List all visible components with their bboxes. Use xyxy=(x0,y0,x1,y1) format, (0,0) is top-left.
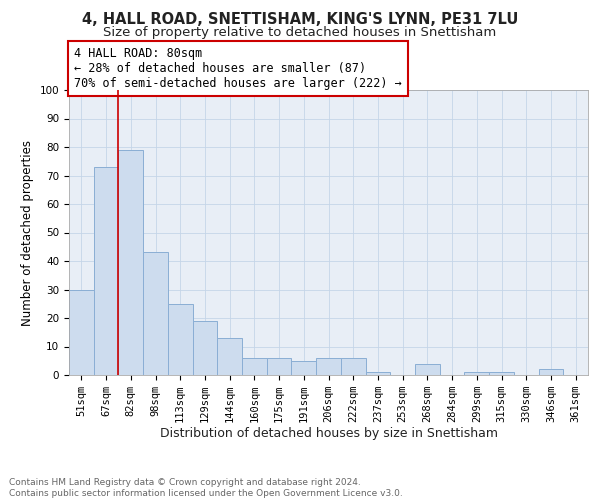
Bar xyxy=(539,370,563,375)
Bar xyxy=(217,338,242,375)
Bar xyxy=(242,358,267,375)
Bar xyxy=(365,372,390,375)
Bar xyxy=(292,361,316,375)
Bar xyxy=(118,150,143,375)
Text: Contains HM Land Registry data © Crown copyright and database right 2024.
Contai: Contains HM Land Registry data © Crown c… xyxy=(9,478,403,498)
Bar xyxy=(168,304,193,375)
Text: 4, HALL ROAD, SNETTISHAM, KING'S LYNN, PE31 7LU: 4, HALL ROAD, SNETTISHAM, KING'S LYNN, P… xyxy=(82,12,518,28)
Bar xyxy=(489,372,514,375)
Bar xyxy=(267,358,292,375)
Bar xyxy=(69,290,94,375)
Text: Distribution of detached houses by size in Snettisham: Distribution of detached houses by size … xyxy=(160,428,498,440)
Text: 4 HALL ROAD: 80sqm
← 28% of detached houses are smaller (87)
70% of semi-detache: 4 HALL ROAD: 80sqm ← 28% of detached hou… xyxy=(74,47,402,90)
Bar xyxy=(193,321,217,375)
Bar xyxy=(94,167,118,375)
Bar xyxy=(143,252,168,375)
Text: Size of property relative to detached houses in Snettisham: Size of property relative to detached ho… xyxy=(103,26,497,39)
Bar xyxy=(341,358,365,375)
Bar xyxy=(464,372,489,375)
Y-axis label: Number of detached properties: Number of detached properties xyxy=(21,140,34,326)
Bar xyxy=(415,364,440,375)
Bar xyxy=(316,358,341,375)
